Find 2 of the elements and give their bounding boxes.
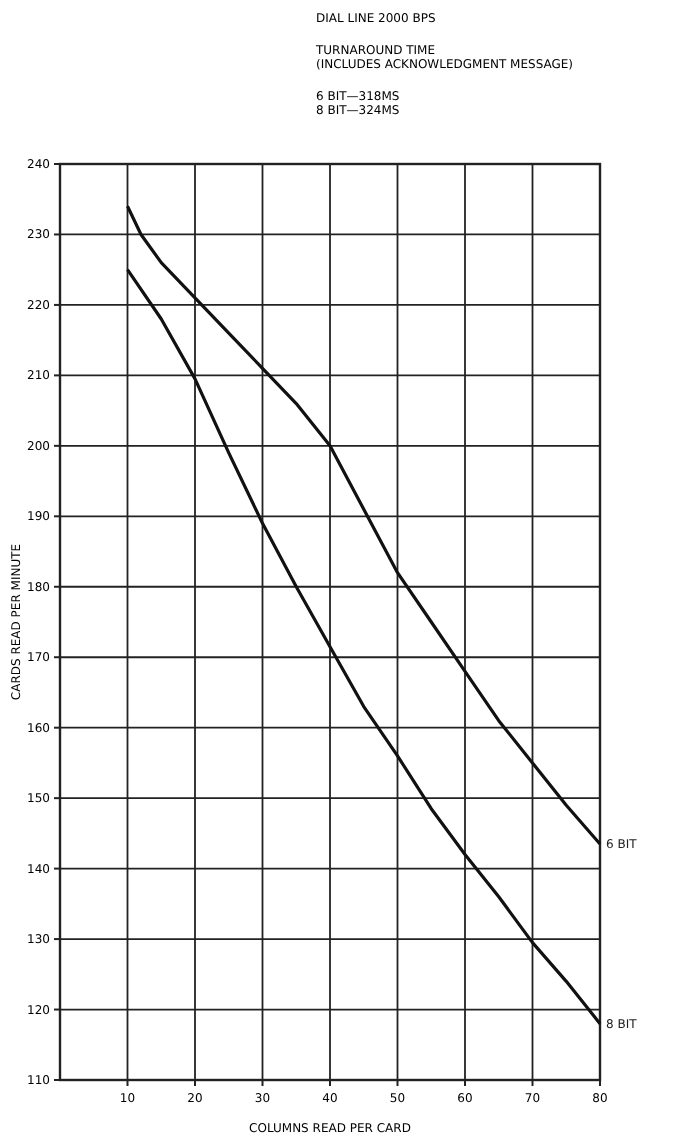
line-series [125,204,602,846]
line-series [125,268,602,1026]
